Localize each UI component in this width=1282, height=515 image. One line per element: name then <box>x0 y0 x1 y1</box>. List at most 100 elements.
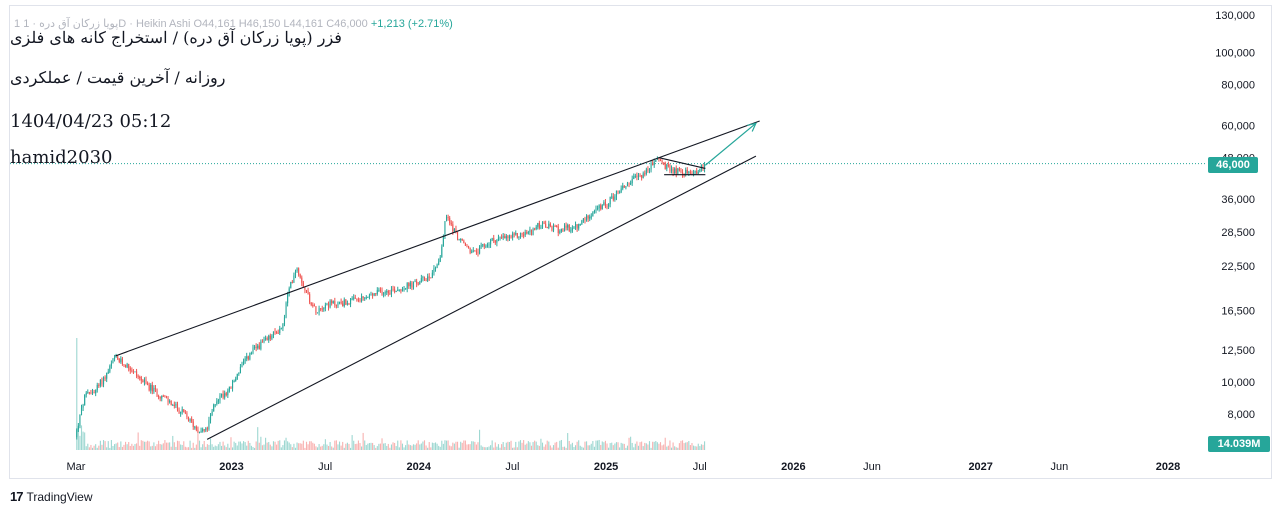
volume-bar <box>474 441 476 450</box>
volume-bar <box>401 443 404 450</box>
candle-body <box>244 358 246 361</box>
volume-bar <box>431 442 433 450</box>
candle-body <box>254 346 256 348</box>
volume-bar <box>507 441 509 450</box>
volume-bar <box>648 441 651 450</box>
candle-body <box>241 364 243 367</box>
volume-bar <box>567 433 569 450</box>
candle-body <box>704 164 706 169</box>
candle-body <box>501 237 503 239</box>
candle-body <box>290 281 292 289</box>
candle-body <box>595 208 597 212</box>
candle-body <box>277 332 279 334</box>
volume-bar <box>622 443 624 450</box>
candle-body <box>537 222 539 227</box>
candle-body <box>543 222 545 224</box>
volume-bar <box>362 432 364 450</box>
candle-body <box>299 274 301 278</box>
candle-body <box>563 225 566 232</box>
price-axis: 8,000 10,000 12,500 16,500 22,500 28,500 36,00… <box>1215 10 1255 421</box>
candle-body <box>447 216 449 218</box>
y-tick-label: 12,500 <box>1221 345 1255 357</box>
volume-bar <box>213 446 215 450</box>
volume-bar <box>626 445 629 450</box>
volume-bar <box>106 447 108 450</box>
candle-body <box>326 303 328 305</box>
volume-bar <box>87 443 89 450</box>
candle-body <box>147 383 149 385</box>
candle-body <box>604 202 606 207</box>
candle-body <box>120 358 122 362</box>
annotation-title: فزر (پویا زرکان آق دره) / استخراج کانه ه… <box>10 28 342 47</box>
candle-body <box>678 168 680 171</box>
volume-bar <box>346 442 348 450</box>
volume-bar <box>630 436 632 450</box>
candle-body <box>659 159 662 161</box>
volume-bar <box>518 441 520 450</box>
volume-bar <box>423 440 426 450</box>
candle-body <box>142 380 144 382</box>
candle-body <box>527 232 529 234</box>
candle-body <box>362 296 364 298</box>
volume-bar <box>414 444 416 450</box>
candle-body <box>220 393 223 396</box>
candle-body <box>479 246 481 254</box>
y-tick-label: 80,000 <box>1221 79 1255 91</box>
volume-bar <box>364 440 366 450</box>
volume-bar <box>645 443 647 450</box>
volume-bar <box>409 445 411 450</box>
volume-bar <box>327 445 330 450</box>
volume-bar <box>447 440 449 450</box>
candle-body <box>132 371 134 373</box>
volume-bar <box>406 440 408 450</box>
volume-bar <box>324 439 326 450</box>
volume-bar <box>501 444 503 450</box>
candle-body <box>222 393 224 398</box>
candle-body <box>423 276 426 280</box>
candle-body <box>143 379 145 382</box>
candle-body <box>112 359 114 364</box>
candle-body <box>170 401 172 406</box>
volume-bar <box>235 442 237 450</box>
volume-bar <box>252 447 254 450</box>
volume-bar <box>400 440 402 450</box>
volume-bar <box>249 442 251 450</box>
volume-bar <box>502 442 504 450</box>
volume-bar <box>183 441 185 450</box>
volume-bar <box>587 445 589 450</box>
candle-body <box>298 268 300 275</box>
candle-body <box>386 291 388 293</box>
upper-channel-line <box>115 120 760 357</box>
volume-bar <box>652 441 654 450</box>
candle-body <box>307 290 309 295</box>
volume-bar <box>140 440 142 450</box>
volume-bar <box>76 338 78 450</box>
volume-bar <box>343 447 345 450</box>
volume-bar <box>532 442 534 450</box>
candle-body <box>181 409 183 412</box>
candle-body <box>468 245 470 249</box>
candle-body <box>257 345 259 348</box>
x-tick-label: 2026 <box>781 461 805 473</box>
volume-bar <box>416 443 418 450</box>
volume-bar <box>277 440 279 450</box>
volume-bar <box>625 447 627 450</box>
candle-body <box>76 429 78 438</box>
volume-bar <box>441 440 443 450</box>
candle-body <box>516 233 518 238</box>
candle-body <box>425 279 427 281</box>
candle-body <box>180 411 182 414</box>
volume-bar <box>348 443 350 450</box>
volume-bar <box>469 444 471 450</box>
volume-bar <box>227 443 229 450</box>
candle-body <box>626 183 629 187</box>
chart-frame <box>9 5 1272 479</box>
candle-body <box>334 301 336 305</box>
candle-body <box>412 281 415 288</box>
volume-bar <box>570 444 572 450</box>
volume-bar <box>576 441 578 450</box>
volume-bar <box>655 441 657 450</box>
tradingview-brand[interactable]: 17 TradingView <box>10 489 93 504</box>
candle-body <box>545 223 547 228</box>
